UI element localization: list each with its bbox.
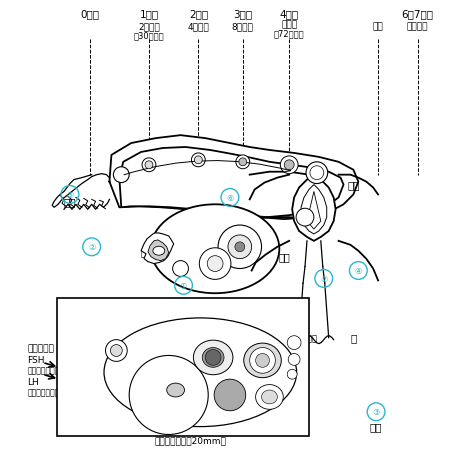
Circle shape <box>236 156 250 169</box>
Circle shape <box>173 261 189 277</box>
Ellipse shape <box>167 383 184 397</box>
Text: 破裂卵胞: 破裂卵胞 <box>179 213 202 223</box>
Text: ④: ④ <box>355 266 362 275</box>
Text: 胞状卵胞: 胞状卵胞 <box>229 263 251 271</box>
Polygon shape <box>141 234 174 264</box>
Text: 子宮: 子宮 <box>347 180 360 190</box>
Circle shape <box>142 158 156 172</box>
Text: 卵巣: 卵巣 <box>242 219 254 230</box>
Circle shape <box>113 168 129 183</box>
Text: 原始卵胞: 原始卵胞 <box>256 237 278 246</box>
Ellipse shape <box>153 247 165 256</box>
Text: 黄体: 黄体 <box>140 246 152 256</box>
Circle shape <box>284 161 294 170</box>
Circle shape <box>191 154 205 168</box>
Text: 3日目: 3日目 <box>233 10 252 20</box>
Circle shape <box>287 336 301 350</box>
Circle shape <box>199 248 231 280</box>
Circle shape <box>218 225 261 269</box>
Text: 着床: 着床 <box>279 252 290 262</box>
Circle shape <box>287 369 297 379</box>
Circle shape <box>207 256 223 272</box>
Text: FSH: FSH <box>27 355 45 364</box>
Text: （卵胞発育促進）: （卵胞発育促進） <box>27 366 64 375</box>
Ellipse shape <box>256 385 283 409</box>
Text: 4日目: 4日目 <box>279 10 299 20</box>
Ellipse shape <box>244 343 281 378</box>
Circle shape <box>110 345 122 357</box>
Text: グラーフ卵胞（20mm）: グラーフ卵胞（20mm） <box>154 435 226 444</box>
Text: ③: ③ <box>372 408 380 416</box>
Polygon shape <box>307 192 321 230</box>
Ellipse shape <box>151 205 279 294</box>
Text: 排卵: 排卵 <box>180 274 191 284</box>
Ellipse shape <box>202 348 224 368</box>
Polygon shape <box>109 136 358 220</box>
Circle shape <box>256 354 270 368</box>
Circle shape <box>194 157 202 164</box>
Text: ①: ① <box>180 281 187 290</box>
Polygon shape <box>292 175 336 241</box>
Text: ⑤: ⑤ <box>66 190 74 200</box>
Text: 射精: 射精 <box>370 422 382 431</box>
Circle shape <box>105 340 127 362</box>
Ellipse shape <box>104 318 297 427</box>
Text: 6〜7日目: 6〜7日目 <box>401 10 434 20</box>
Text: 初期黄体: 初期黄体 <box>197 301 218 310</box>
Text: 排卵: 排卵 <box>111 326 122 336</box>
Text: 2細胞期: 2細胞期 <box>138 22 160 31</box>
Text: ⑦: ⑦ <box>320 274 328 283</box>
Text: ②: ② <box>88 243 95 252</box>
Text: 胞胚: 胞胚 <box>373 22 383 31</box>
Text: 受精: 受精 <box>64 197 76 207</box>
Text: 着床開始: 着床開始 <box>407 22 428 31</box>
Text: 2日目: 2日目 <box>189 10 208 20</box>
Circle shape <box>288 354 300 365</box>
Circle shape <box>145 162 153 169</box>
Circle shape <box>214 379 246 411</box>
Polygon shape <box>301 185 327 235</box>
Circle shape <box>280 157 298 174</box>
Circle shape <box>205 350 221 365</box>
Ellipse shape <box>194 341 233 375</box>
Text: LH: LH <box>27 377 39 386</box>
Text: （30時間）: （30時間） <box>134 31 164 40</box>
Text: ⑥: ⑥ <box>226 193 234 202</box>
Text: 0日目: 0日目 <box>80 10 99 20</box>
Text: 膣: 膣 <box>350 333 356 343</box>
Circle shape <box>306 162 328 184</box>
Circle shape <box>235 242 245 252</box>
Text: 8桂胞期: 8桂胞期 <box>232 22 254 31</box>
Circle shape <box>310 167 324 180</box>
Circle shape <box>250 348 275 374</box>
Text: 4桂胞期: 4桂胞期 <box>188 22 209 31</box>
Polygon shape <box>119 148 343 218</box>
Bar <box>57 298 309 437</box>
Text: 下垂体前葉: 下垂体前葉 <box>27 343 54 353</box>
Text: 発育卵胞: 発育卵胞 <box>259 419 280 428</box>
Ellipse shape <box>261 390 277 404</box>
Text: 桑実胚: 桑実胚 <box>281 20 297 29</box>
Circle shape <box>129 356 208 435</box>
Text: 原始卵胞: 原始卵胞 <box>297 333 317 342</box>
Circle shape <box>239 158 247 167</box>
Polygon shape <box>148 241 169 261</box>
Text: （72時間）: （72時間） <box>274 29 305 38</box>
Circle shape <box>296 209 314 227</box>
Text: 白体: 白体 <box>216 419 227 428</box>
Text: 1日目: 1日目 <box>140 10 158 20</box>
Text: （排卵の促進）: （排卵の促進） <box>27 388 60 397</box>
Circle shape <box>228 235 252 259</box>
Text: 成熟黄体: 成熟黄体 <box>254 301 275 310</box>
